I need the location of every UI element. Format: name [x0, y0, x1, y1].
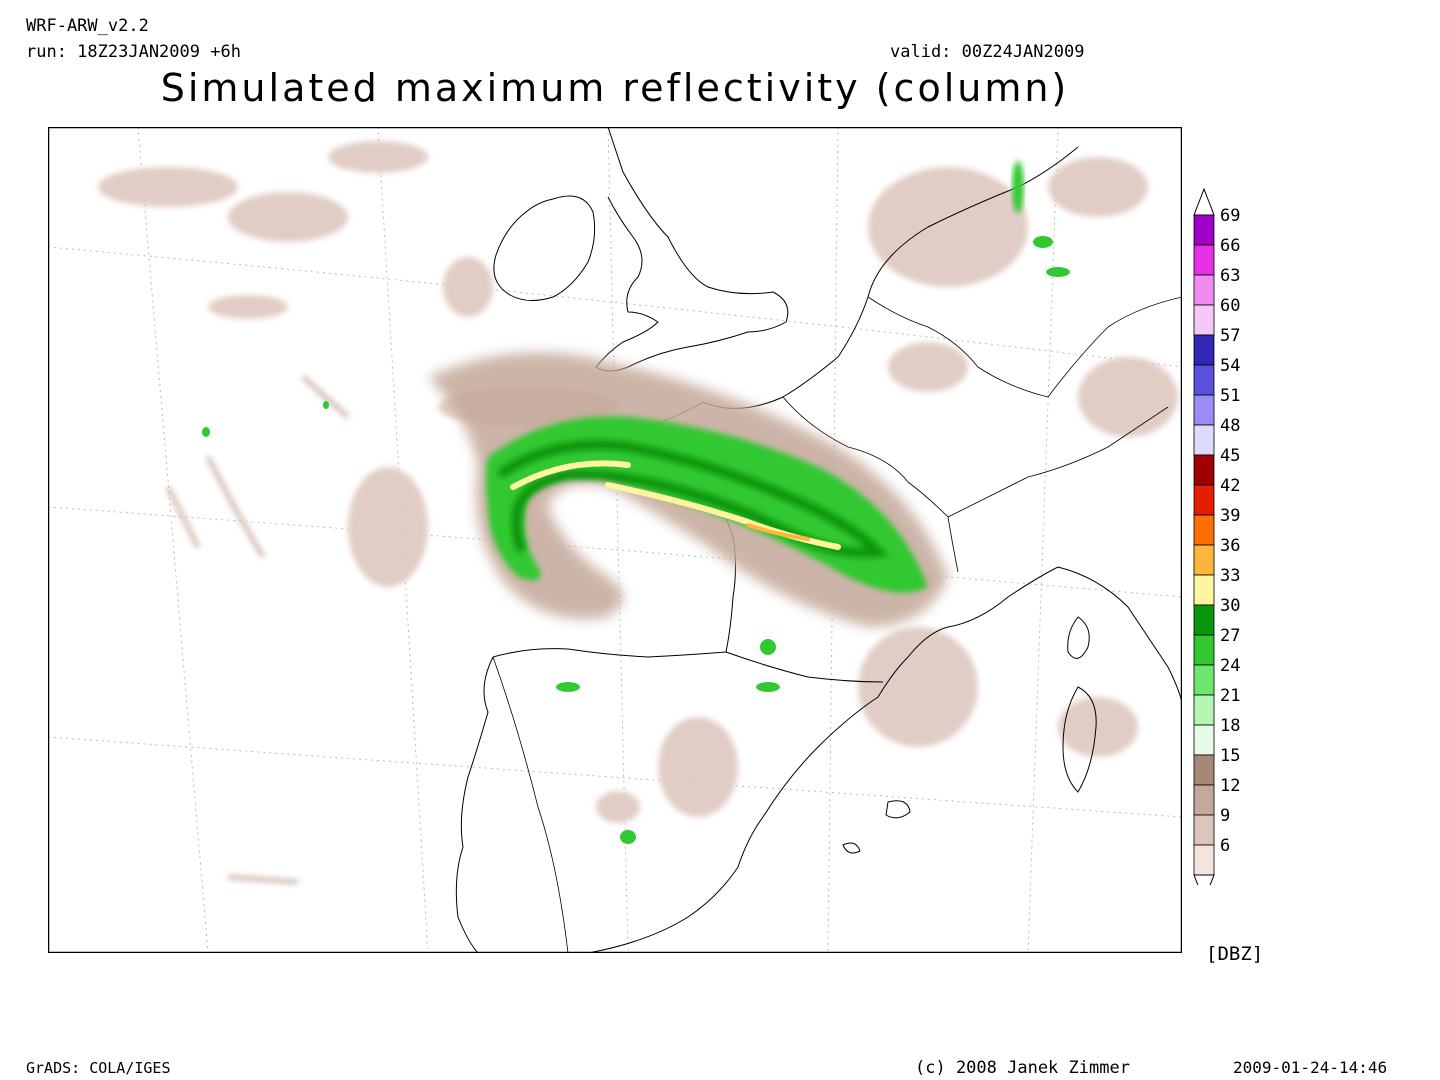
colorbar-swatch-9: [1193, 814, 1215, 846]
run-time: run: 18Z23JAN2009 +6h: [26, 42, 241, 62]
colorbar-label-24: 24: [1220, 656, 1240, 676]
streak-echoes: [165, 375, 350, 885]
colorbar-swatch-21: [1193, 694, 1215, 726]
colorbar-swatch-12: [1193, 784, 1215, 816]
colorbar-label-45: 45: [1220, 446, 1240, 466]
map-title: Simulated maximum reflectivity (column): [160, 66, 1070, 110]
colorbar-swatch-6: [1193, 844, 1215, 876]
colorbar-swatch-24: [1193, 664, 1215, 696]
colorbar-label-12: 12: [1220, 776, 1240, 796]
colorbar-label-27: 27: [1220, 626, 1240, 646]
software-credit: GrADS: COLA/IGES: [26, 1059, 171, 1077]
colorbar-label-6: 6: [1220, 836, 1230, 856]
colorbar-label-66: 66: [1220, 236, 1240, 256]
reflectivity-map: [48, 127, 1182, 953]
colorbar-swatch-36: [1193, 544, 1215, 576]
colorbar-label-33: 33: [1220, 566, 1240, 586]
colorbar-label-48: 48: [1220, 416, 1240, 436]
copyright-credit: (c) 2008 Janek Zimmer: [915, 1058, 1130, 1078]
colorbar-label-57: 57: [1220, 326, 1240, 346]
colorbar-label-9: 9: [1220, 806, 1230, 826]
colorbar-label-60: 60: [1220, 296, 1240, 316]
colorbar-label-54: 54: [1220, 356, 1240, 376]
colorbar-swatch-27: [1193, 634, 1215, 666]
colorbar-swatch-15: [1193, 754, 1215, 786]
colorbar-swatch-69: [1193, 214, 1215, 246]
colorbar-label-63: 63: [1220, 266, 1240, 286]
colorbar-swatch-45: [1193, 454, 1215, 486]
colorbar-swatch-60: [1193, 304, 1215, 336]
colorbar-units: [DBZ]: [1206, 943, 1264, 965]
colorbar-label-36: 36: [1220, 536, 1240, 556]
colorbar-label-69: 69: [1220, 206, 1240, 226]
colorbar-swatch-54: [1193, 364, 1215, 396]
storm-band: [428, 352, 948, 627]
colorbar-swatch-66: [1193, 244, 1215, 276]
colorbar-arrow-top: [1193, 187, 1215, 216]
valid-time: valid: 00Z24JAN2009: [890, 42, 1085, 62]
colorbar-label-15: 15: [1220, 746, 1240, 766]
band-peak: [746, 523, 810, 541]
colorbar-swatch-42: [1193, 484, 1215, 516]
colorbar-label-42: 42: [1220, 476, 1240, 496]
graticule-lines: [48, 127, 1182, 953]
colorbar-swatch-57: [1193, 334, 1215, 366]
colorbar-swatch-39: [1193, 514, 1215, 546]
convective-cells: [202, 161, 1070, 844]
colorbar-swatch-51: [1193, 394, 1215, 426]
colorbar-swatch-30: [1193, 604, 1215, 636]
colorbar-label-30: 30: [1220, 596, 1240, 616]
colorbar-swatch-48: [1193, 424, 1215, 456]
colorbar-label-51: 51: [1220, 386, 1240, 406]
colorbar-swatch-18: [1193, 724, 1215, 756]
colorbar-arrow-bottom: [1193, 874, 1215, 885]
generation-timestamp: 2009-01-24-14:46: [1233, 1058, 1388, 1077]
model-name: WRF-ARW_v2.2: [26, 16, 149, 36]
colorbar-legend: 6966636057545148454239363330272421181512…: [1193, 187, 1240, 885]
colorbar-swatch-33: [1193, 574, 1215, 606]
colorbar-label-18: 18: [1220, 716, 1240, 736]
colorbar-swatch-63: [1193, 274, 1215, 306]
colorbar-label-21: 21: [1220, 686, 1240, 706]
colorbar-label-39: 39: [1220, 506, 1240, 526]
